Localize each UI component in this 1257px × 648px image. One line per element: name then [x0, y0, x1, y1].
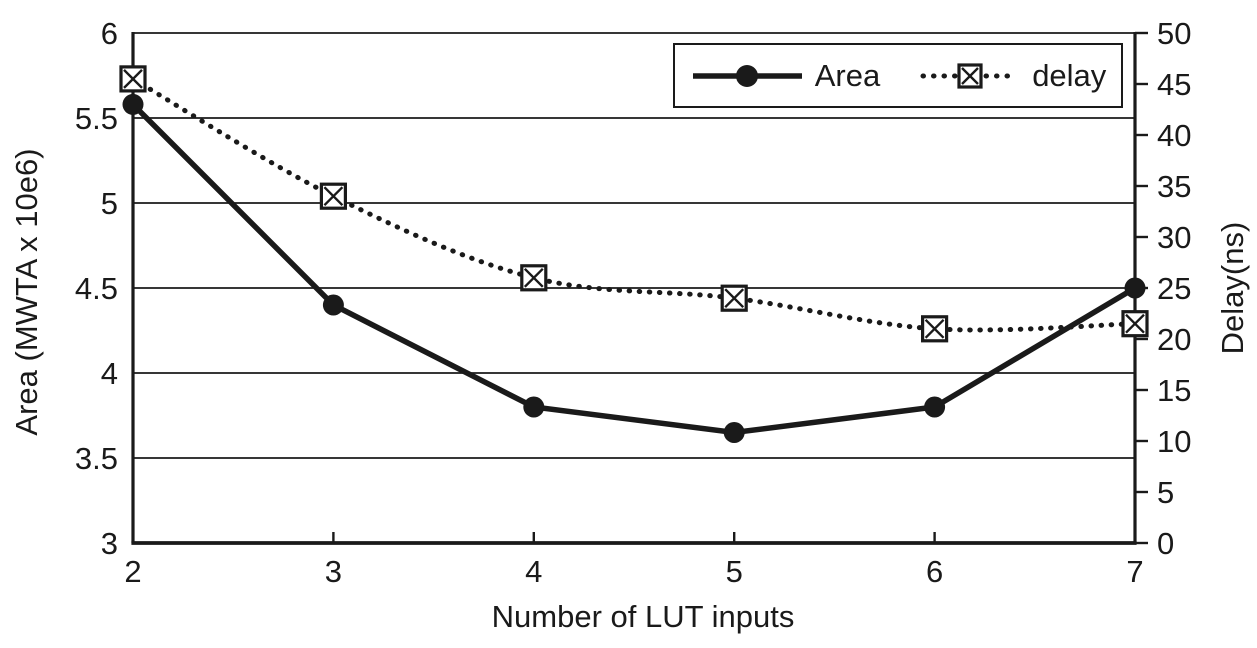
- x-tick-label: 3: [325, 554, 342, 589]
- filled-circle-marker: [723, 422, 745, 443]
- square-with-x-icon: [957, 62, 983, 89]
- filled-circle-marker: [924, 396, 946, 418]
- filled-circle-marker: [122, 93, 144, 115]
- y-right-tick-label: 10: [1157, 424, 1191, 459]
- x-tick-label: 4: [525, 554, 542, 589]
- square-with-x-marker: [720, 284, 748, 312]
- y-left-tick-label: 5: [101, 186, 118, 221]
- y-axis-title-right: Delay(ns): [1215, 221, 1250, 355]
- legend: Area delay: [673, 43, 1123, 108]
- area-series-swatch: [690, 58, 805, 94]
- y-right-tick-label: 30: [1157, 220, 1191, 255]
- square-with-x-marker: [1121, 310, 1149, 338]
- x-tick-label: 2: [124, 554, 141, 589]
- y-left-tick-label: 3: [101, 526, 118, 561]
- y-right-tick-label: 0: [1157, 526, 1174, 561]
- y-left-tick-label: 5.5: [75, 101, 118, 136]
- gridlines: [133, 32, 1135, 459]
- y-left-tick-label: 4: [101, 356, 118, 391]
- legend-label-delay: delay: [1032, 57, 1107, 93]
- y-left-tick-label: 6: [101, 16, 118, 51]
- y-axis-title-left: Area (MWTA x 10e6): [9, 148, 44, 436]
- y-left-tick-label: 3.5: [75, 441, 118, 476]
- filled-circle-marker: [1124, 277, 1146, 299]
- square-with-x-marker: [319, 182, 347, 210]
- y-right-tick-label: 40: [1157, 118, 1191, 153]
- square-with-x-marker: [119, 65, 147, 93]
- area-series-markers: [122, 93, 1146, 443]
- y-left-tick-label: 4.5: [75, 271, 118, 306]
- square-with-x-marker: [920, 315, 949, 343]
- y-right-tick-label: 5: [1157, 475, 1174, 510]
- y-right-tick-label: 50: [1157, 16, 1191, 51]
- filled-circle-marker: [322, 294, 344, 316]
- x-axis-title: Number of LUT inputs: [491, 599, 795, 634]
- delay-series-markers: [119, 65, 1149, 343]
- y-right-tick-label: 35: [1157, 169, 1191, 204]
- square-with-x-marker: [520, 264, 548, 292]
- y-right-tick-label: 45: [1157, 67, 1191, 102]
- area-series-line: [131, 102, 1137, 436]
- legend-label-area: Area: [814, 57, 881, 93]
- tick-marks: [332, 31, 1148, 545]
- filled-circle-marker: [523, 396, 545, 418]
- delay-series-swatch: [918, 58, 1022, 94]
- x-tick-label: 7: [1126, 554, 1143, 589]
- delay-series-line: [130, 76, 1138, 333]
- y-right-tick-label: 25: [1157, 271, 1191, 306]
- filled-circle-icon: [735, 64, 758, 87]
- x-tick-label: 6: [926, 554, 943, 589]
- y-right-tick-label: 15: [1157, 373, 1191, 408]
- x-tick-label: 5: [726, 554, 743, 589]
- y-right-tick-label: 20: [1157, 322, 1191, 357]
